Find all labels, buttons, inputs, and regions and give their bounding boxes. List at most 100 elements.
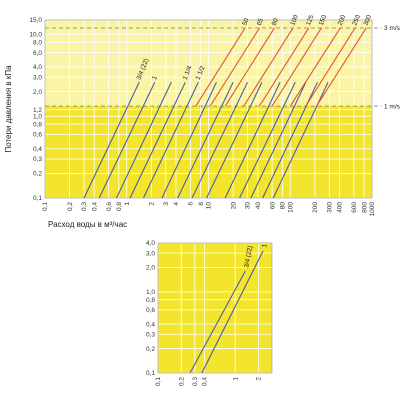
series-line xyxy=(224,82,281,199)
series-line xyxy=(258,27,310,107)
series-line xyxy=(289,27,341,107)
inset-y-tick-label: 0,8 xyxy=(146,297,155,304)
x-tick-label: 1000 xyxy=(369,202,376,217)
y-tick-label: 0,8 xyxy=(33,121,42,128)
x-tick-label: 80 xyxy=(280,202,287,210)
series-line xyxy=(224,27,275,107)
inset-series-label: 1 xyxy=(261,243,269,248)
inset-y-tick-label: 1,0 xyxy=(146,289,155,296)
y-tick-label: 0,3 xyxy=(33,156,42,163)
y-tick-label: 0,2 xyxy=(33,171,42,178)
inset-y-tick-label: 3,0 xyxy=(146,250,155,257)
series-line xyxy=(98,82,156,199)
velocity-label: 3 m/s xyxy=(384,25,401,32)
series-line xyxy=(116,82,172,199)
series-line xyxy=(316,27,367,107)
x-tick-label: 30 xyxy=(245,202,252,210)
inset-y-tick-label: 0,1 xyxy=(146,370,155,377)
x-tick-label: 2 xyxy=(149,202,156,206)
series-label: 50 xyxy=(241,17,250,27)
inset-series-line xyxy=(201,250,264,374)
x-tick-label: 0,8 xyxy=(116,202,123,211)
series-label: 200 xyxy=(337,14,348,27)
series-label: 65 xyxy=(256,17,265,27)
x-tick-label: 0,1 xyxy=(42,202,49,211)
series-label: 300 xyxy=(363,14,374,27)
inset-frame xyxy=(157,242,273,374)
inset-y-tick-label: 0,6 xyxy=(146,307,155,314)
series-line xyxy=(243,27,294,107)
series-line xyxy=(83,82,140,199)
inset-y-tick-label: 0,3 xyxy=(146,331,155,338)
x-tick-label: 600 xyxy=(351,202,358,213)
x-tick-label: 0,3 xyxy=(81,202,88,211)
x-tick-label: 10 xyxy=(206,202,213,210)
series-line xyxy=(191,82,249,199)
x-tick-label: 6 xyxy=(188,202,195,206)
x-tick-label: 800 xyxy=(361,202,368,213)
inset-y-tick-label: 0,2 xyxy=(146,346,155,353)
series-line xyxy=(239,82,296,199)
series-label: 80 xyxy=(271,17,280,27)
series-line xyxy=(206,82,263,199)
x-tick-label: 400 xyxy=(337,202,344,213)
inset-x-tick-label: 0,1 xyxy=(155,377,162,386)
x-tick-label: 300 xyxy=(326,202,333,213)
y-tick-label: 15,0 xyxy=(29,17,42,24)
inset-x-tick-label: 0,4 xyxy=(202,377,209,386)
inset-x-tick-label: 0,3 xyxy=(192,377,199,386)
y-tick-label: 0,6 xyxy=(33,132,42,139)
series-line xyxy=(250,82,307,199)
series-label: 150 xyxy=(318,14,329,27)
y-tick-label: 1,2 xyxy=(33,107,42,114)
series-line xyxy=(209,27,260,107)
x-tick-label: 100 xyxy=(287,202,294,213)
x-axis-title: Расход воды в м³/час xyxy=(48,220,127,229)
inset-x-tick-label: 1 xyxy=(232,377,239,381)
y-axis-title: Потери давления в кПа xyxy=(4,65,13,153)
series-line xyxy=(195,27,246,107)
series-line xyxy=(177,82,234,199)
y-tick-label: 10,0 xyxy=(29,32,42,39)
x-tick-label: 0,6 xyxy=(106,202,113,211)
inset-y-tick-label: 2,0 xyxy=(146,265,155,272)
inset-x-tick-label: 2 xyxy=(256,377,263,381)
series-label: 250 xyxy=(351,14,362,27)
series-label: 1 xyxy=(151,75,159,81)
y-tick-label: 4,0 xyxy=(33,64,42,71)
series-line xyxy=(271,27,322,107)
inset-y-tick-label: 4,0 xyxy=(146,240,155,247)
series-lines: 3/4 (22) 1 1 1/4 1 1/250 65 80 100 125 150 200 250… xyxy=(83,14,374,199)
x-tick-label: 40 xyxy=(255,202,262,210)
y-tick-label: 8,0 xyxy=(33,40,42,47)
x-tick-label: 8 xyxy=(198,202,205,206)
inset-background xyxy=(158,243,272,373)
y-tick-label: 2,0 xyxy=(33,89,42,96)
series-line xyxy=(142,82,199,199)
series-label: 125 xyxy=(305,14,316,27)
x-tick-label: 0,2 xyxy=(67,202,74,211)
series-line xyxy=(305,27,356,107)
series-line xyxy=(161,82,217,199)
x-tick-label: 20 xyxy=(230,202,237,210)
inset-series-line xyxy=(189,270,246,374)
x-tick-label: 200 xyxy=(312,202,319,213)
series-label: 100 xyxy=(289,14,300,27)
velocity-label: 1 m/s xyxy=(384,103,401,110)
y-tick-label: 1,0 xyxy=(33,113,42,120)
x-tick-label: 3 xyxy=(163,202,170,206)
inset-y-tick-label: 0,4 xyxy=(146,321,155,328)
series-line xyxy=(129,82,186,199)
y-tick-label: 6,0 xyxy=(33,50,42,57)
y-tick-label: 0,1 xyxy=(33,195,42,202)
inset-series-label: 3/4 (22) xyxy=(243,245,254,268)
inset-x-tick-label: 0,2 xyxy=(178,377,185,386)
x-tick-label: 60 xyxy=(269,202,276,210)
x-tick-label: 0,4 xyxy=(91,202,98,211)
plot-frame xyxy=(44,19,373,199)
x-tick-label: 4 xyxy=(173,202,180,206)
x-tick-label: 1 xyxy=(124,202,131,206)
y-tick-label: 0,4 xyxy=(33,146,42,153)
y-tick-label: 3,0 xyxy=(33,74,42,81)
